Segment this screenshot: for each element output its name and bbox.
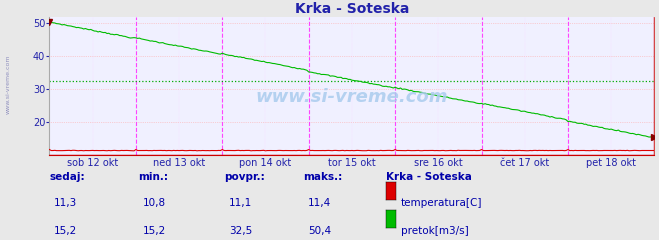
Text: povpr.:: povpr.: [224, 172, 265, 182]
Text: 15,2: 15,2 [143, 226, 167, 236]
Text: Krka - Soteska: Krka - Soteska [386, 172, 471, 182]
Text: 50,4: 50,4 [308, 226, 331, 236]
Text: 15,2: 15,2 [54, 226, 78, 236]
Text: sedaj:: sedaj: [49, 172, 85, 182]
Text: www.si-vreme.com: www.si-vreme.com [5, 54, 11, 114]
Text: temperatura[C]: temperatura[C] [401, 198, 482, 208]
Text: maks.:: maks.: [303, 172, 343, 182]
Text: 11,1: 11,1 [229, 198, 252, 208]
Text: www.si-vreme.com: www.si-vreme.com [256, 88, 448, 106]
Text: min.:: min.: [138, 172, 169, 182]
Text: 11,3: 11,3 [54, 198, 78, 208]
Text: pretok[m3/s]: pretok[m3/s] [401, 226, 469, 236]
Text: 32,5: 32,5 [229, 226, 252, 236]
Title: Krka - Soteska: Krka - Soteska [295, 2, 409, 16]
Text: 11,4: 11,4 [308, 198, 331, 208]
Text: 10,8: 10,8 [143, 198, 167, 208]
